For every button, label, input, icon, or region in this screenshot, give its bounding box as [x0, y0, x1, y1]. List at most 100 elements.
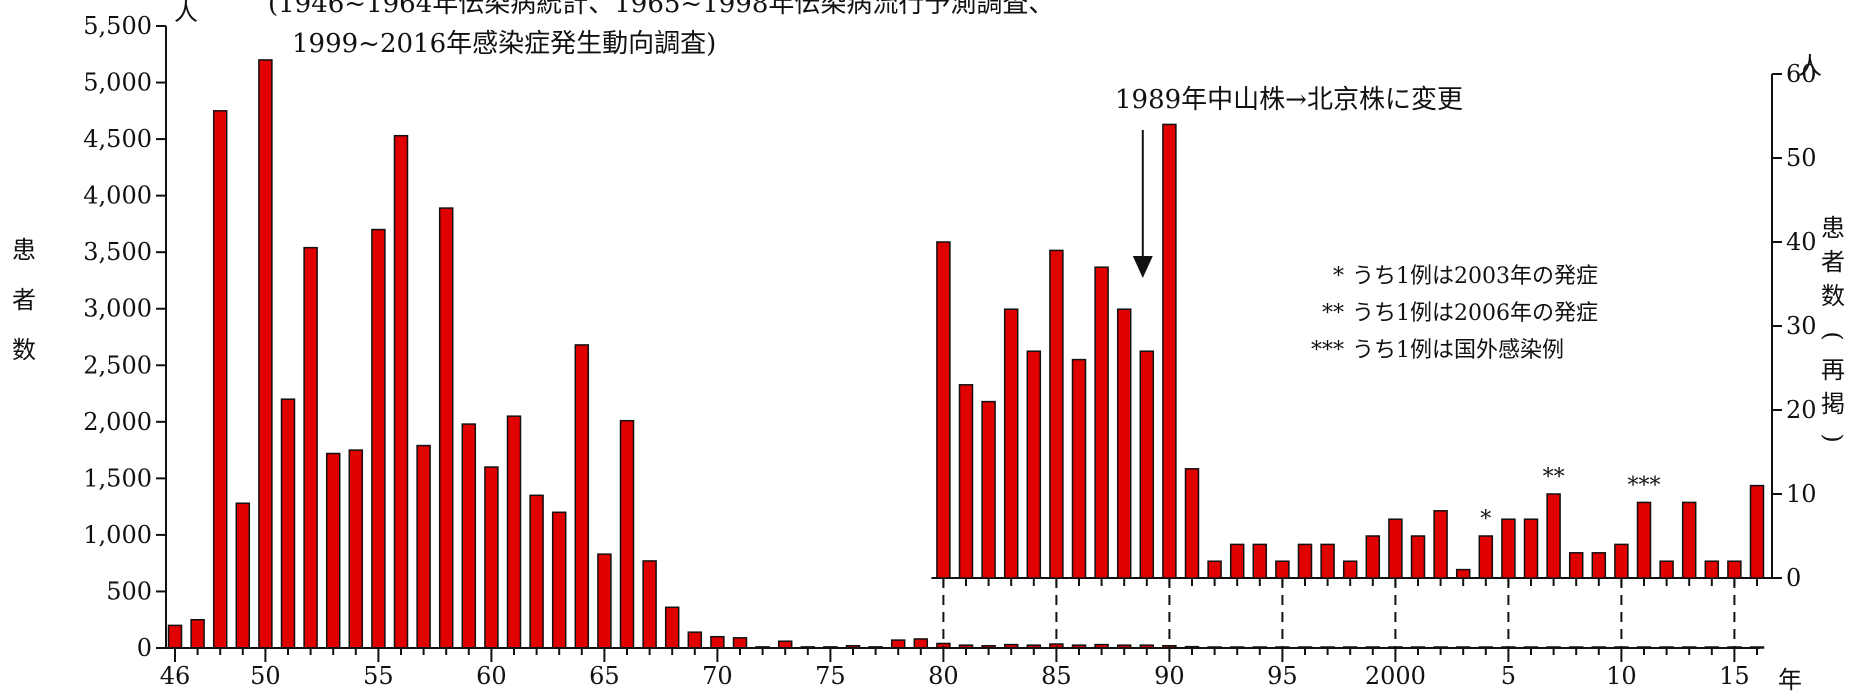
- main-x-tick-label: 95: [1267, 662, 1298, 690]
- inset-y-tick-label: 10: [1786, 480, 1817, 508]
- inset-y-tick-label: 50: [1786, 144, 1817, 172]
- inset-bar: [1749, 484, 1765, 579]
- inset-legend: * うち1例は2003年の発症 ** うち1例は2006年の発症 *** うち1例は国外感…: [1311, 264, 1598, 363]
- main-x-tick-label: 5: [1501, 662, 1516, 690]
- inset-bar: [1727, 560, 1742, 579]
- main-y-tick-label: 1,000: [83, 521, 152, 549]
- chart-subtitle: (1946~1964年伝染病統計、1965~1998年伝染病流行予測調査、 199…: [268, 0, 1054, 59]
- main-y-axis: 0 500 1,000 1,500 2,000 2,500 3,000 3,500 4,000 4…: [83, 12, 167, 662]
- main-y-tick-label: 3,500: [83, 238, 152, 266]
- inset-y-tick-label: 40: [1786, 228, 1817, 256]
- main-bar: [212, 110, 228, 649]
- main-y-axis-label: 患者数: [12, 236, 36, 364]
- inset-bar: [1139, 350, 1155, 579]
- inset-y-label-char: (: [1819, 331, 1847, 340]
- main-bar: [710, 635, 725, 649]
- main-y-tick-label: 500: [106, 577, 152, 605]
- inset-bar: [936, 241, 951, 579]
- main-bar: [506, 415, 522, 649]
- main-x-tick-label: 2000: [1365, 662, 1426, 690]
- inset-bar: [1546, 493, 1561, 579]
- inset-y-tick-label: 0: [1786, 564, 1801, 592]
- inset-bar: [1229, 543, 1245, 579]
- inset-bar: [1681, 501, 1697, 579]
- main-x-tick-label: 85: [1041, 662, 1072, 690]
- inset-bar: [1636, 501, 1652, 579]
- main-bar: [777, 640, 793, 649]
- inset-bar-mark: *: [1480, 507, 1491, 532]
- main-bar: [687, 631, 703, 649]
- main-bar: [235, 502, 251, 649]
- subtitle-line: 1999~2016年感染症発生動向調査): [292, 29, 716, 59]
- inset-bar: [1162, 123, 1177, 579]
- main-y-tick-label: 2,500: [83, 351, 152, 379]
- inset-y-label-char: 掲: [1821, 390, 1845, 418]
- main-x-tick-label: 46: [160, 662, 191, 690]
- inset-bar: [1501, 518, 1516, 579]
- inset-y-tick-label: 30: [1786, 312, 1817, 340]
- inset-bar: [1094, 266, 1109, 579]
- inset-bar: [1026, 350, 1042, 579]
- inset-bar: [1252, 543, 1268, 579]
- main-bar: [890, 639, 906, 649]
- inset-bar-mark: ***: [1628, 473, 1661, 498]
- inset-bar: [1659, 560, 1674, 579]
- main-y-tick-label: 5,500: [83, 12, 152, 40]
- main-bar: [597, 553, 612, 649]
- inset-y-tick-label: 20: [1786, 396, 1817, 424]
- main-bar: [190, 618, 205, 649]
- main-x-tick-label: 50: [250, 662, 281, 690]
- main-bar: [574, 344, 590, 649]
- inset-bar: [958, 384, 974, 579]
- inset-bar-mark: **: [1543, 465, 1565, 490]
- main-x-tick-label: 15: [1719, 662, 1750, 690]
- inset-bar: [1455, 568, 1471, 579]
- inset-bar: [1275, 560, 1290, 579]
- inset-bar: [1071, 358, 1087, 579]
- main-y-unit: 人: [174, 0, 198, 26]
- strain-change-annotation: 1989年中山株→北京株に変更: [1115, 85, 1463, 278]
- subtitle-line: (1946~1964年伝染病統計、1965~1998年伝染病流行予測調査、: [268, 0, 1054, 19]
- main-x-axis: 46 50 55 60 65 70 75 80 85 90 95 2000 5 10 15: [160, 647, 1760, 690]
- annotation-arrow-head: [1132, 256, 1153, 278]
- inset-y-label-char: ): [1819, 433, 1847, 442]
- main-bar: [461, 423, 477, 649]
- main-y-tick-label: 2,000: [83, 408, 152, 436]
- main-bar: [619, 419, 635, 649]
- legend-mark: ***: [1311, 338, 1344, 363]
- inset-y-tick-label: 60: [1786, 60, 1817, 88]
- main-x-tick-label: 90: [1154, 662, 1185, 690]
- main-y-tick-label: 4,000: [83, 182, 152, 210]
- main-bar: [484, 466, 499, 649]
- inset-bar: [1433, 510, 1448, 579]
- inset-bar: [1614, 543, 1629, 579]
- main-x-tick-label: 55: [363, 662, 394, 690]
- inset-bar: [1116, 308, 1132, 579]
- legend-mark: **: [1322, 301, 1344, 326]
- legend-text: うち1例は2003年の発症: [1352, 264, 1598, 289]
- main-x-tick-label: 60: [476, 662, 507, 690]
- inset-bar: [981, 400, 996, 579]
- main-bar: [416, 444, 431, 649]
- main-y-tick-label: 4,500: [83, 125, 152, 153]
- main-y-tick-label: 0: [137, 634, 152, 662]
- inset-bar: [1297, 543, 1313, 579]
- inset-bar: [1184, 468, 1200, 579]
- y-label-char: 者: [12, 286, 36, 314]
- main-x-tick-label: 75: [815, 662, 846, 690]
- main-bar: [167, 624, 183, 649]
- main-bar: [529, 494, 544, 649]
- main-bar: [280, 398, 296, 649]
- main-x-tick-label: 65: [589, 662, 620, 690]
- main-bar: [303, 246, 318, 649]
- inset-y-label-char: 患: [1821, 214, 1845, 242]
- main-y-tick-label: 5,000: [83, 69, 152, 97]
- main-x-tick-label: 80: [928, 662, 959, 690]
- y-label-char: 患: [12, 236, 36, 264]
- inset-bar: [1523, 518, 1539, 579]
- inset-bar: [1388, 518, 1403, 579]
- main-bar: [371, 228, 386, 649]
- inset-y-axis-label: 患者数 (再掲): [1819, 214, 1847, 443]
